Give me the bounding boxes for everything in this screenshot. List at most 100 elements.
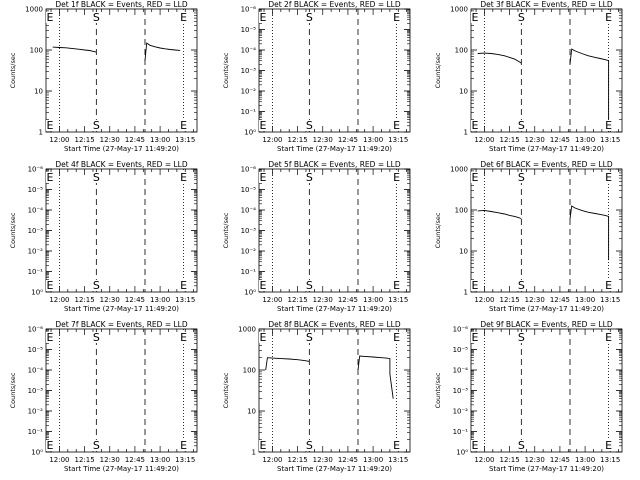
x-axis-label: Start Time (27-May-17 11:49:20) [277,145,392,153]
x-tick-label: 13:15 [175,456,195,464]
marker-bg [517,120,526,131]
x-tick-label: 12:30 [100,296,120,304]
x-tick-label: 12:15 [499,136,519,144]
marker-bg [259,12,267,23]
marker-bg [604,332,613,343]
y-tick-label: 1 [464,129,468,137]
marker-E: E [393,439,400,452]
marker-E: E [260,331,267,344]
x-tick-label: 12:30 [525,456,545,464]
chart-title: Det 6f BLACK = Events, RED = LLD [480,160,613,169]
x-tick-label: 12:00 [49,456,69,464]
chart-title: Det 9f BLACK = Events, RED = LLD [480,320,613,329]
chart-title: Det 5f BLACK = Events, RED = LLD [268,160,401,169]
y-tick-label: 10⁻⁵ [28,346,44,354]
marker-bg [471,280,479,291]
marker-bg [305,332,314,343]
y-axis-label: Counts/sec [434,212,442,248]
y-tick-label: 10⁰ [31,449,43,457]
y-tick-label: 10⁻³ [28,227,44,235]
x-tick-label: 13:15 [388,136,408,144]
marker-bg [46,332,54,343]
marker-bg [517,332,526,343]
x-tick-label: 12:45 [338,136,358,144]
y-tick-label: 100 [243,367,256,375]
marker-E: E [393,119,400,132]
marker-bg [471,172,479,183]
y-tick-label: 10 [459,248,468,256]
marker-E: E [393,331,400,344]
marker-bg [179,12,188,23]
y-axis-label: Counts/sec [222,52,230,88]
y-tick-label: 10⁻² [28,248,44,256]
x-tick-label: 13:00 [575,296,595,304]
y-tick-label: 10⁰ [244,289,256,297]
marker-S: S [306,171,313,184]
plot-frame [45,168,198,293]
marker-E: E [605,331,612,344]
series-line-2 [569,48,610,132]
x-tick-label: 13:15 [600,136,620,144]
x-tick-label: 13:15 [175,296,195,304]
marker-S: S [93,119,100,132]
y-tick-label: 10⁻³ [241,227,257,235]
y-tick-label: 10⁻¹ [241,108,257,116]
marker-bg [305,440,314,451]
x-tick-label: 12:15 [74,456,94,464]
plot-frame [45,328,198,453]
x-tick-label: 12:30 [313,136,333,144]
x-tick-label: 12:30 [313,296,333,304]
marker-bg [305,12,314,23]
x-tick-label: 12:45 [125,456,145,464]
marker-bg [604,280,613,291]
plot-frame [258,168,411,293]
marker-E: E [180,11,187,24]
x-tick-label: 13:00 [150,456,170,464]
x-tick-label: 13:00 [150,136,170,144]
marker-bg [179,440,188,451]
marker-bg [46,12,54,23]
y-tick-label: 100 [455,47,468,55]
marker-S: S [93,279,100,292]
y-tick-label: 10⁻⁴ [241,47,257,55]
x-tick-label: 12:15 [287,296,307,304]
y-axis-label: Counts/sec [222,212,230,248]
marker-bg [179,120,188,131]
y-tick-label: 10 [247,408,256,416]
marker-bg [604,440,613,451]
x-tick-label: 13:00 [363,456,383,464]
y-tick-label: 10⁻⁶ [28,326,44,334]
marker-E: E [260,171,267,184]
y-tick-label: 10⁻⁵ [241,186,257,194]
y-tick-label: 10⁻² [28,408,44,416]
x-axis-label: Start Time (27-May-17 11:49:20) [64,465,179,473]
x-tick-label: 12:00 [49,296,69,304]
marker-E: E [180,119,187,132]
marker-S: S [518,279,525,292]
y-tick-label: 10⁰ [456,449,468,457]
x-tick-label: 12:00 [474,296,494,304]
marker-bg [471,440,479,451]
chart-title: Det 1f BLACK = Events, RED = LLD [55,0,188,9]
x-tick-label: 12:15 [74,296,94,304]
marker-E: E [47,171,54,184]
y-tick-label: 10⁻⁴ [453,367,469,375]
x-tick-label: 12:45 [338,456,358,464]
x-tick-label: 13:00 [575,456,595,464]
y-tick-label: 10⁰ [244,129,256,137]
marker-S: S [518,119,525,132]
x-tick-label: 12:15 [74,136,94,144]
chart-panel-8: Det 8f BLACK = Events, RED = LLD 1 10 100 10… [222,320,411,473]
marker-bg [92,120,101,131]
y-tick-label: 10⁻⁶ [28,166,44,174]
marker-E: E [260,11,267,24]
y-tick-label: 10⁻⁵ [28,186,44,194]
y-tick-label: 1000 [238,326,256,334]
y-tick-label: 10⁻⁴ [28,207,44,215]
x-tick-label: 13:15 [175,136,195,144]
y-tick-label: 10⁻¹ [28,268,44,276]
marker-bg [259,440,267,451]
x-tick-label: 12:15 [499,296,519,304]
y-tick-label: 1000 [450,166,468,174]
